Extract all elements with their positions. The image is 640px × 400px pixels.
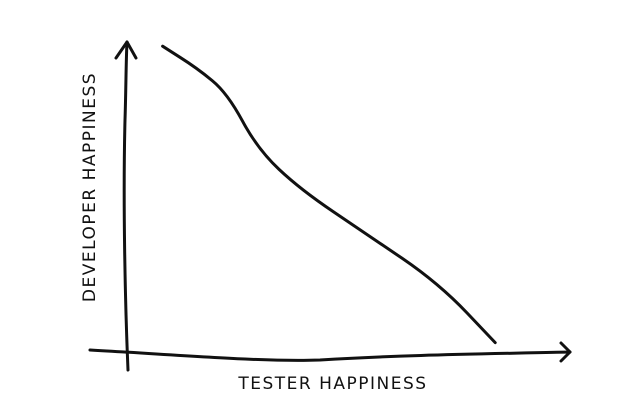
x-axis <box>88 348 572 362</box>
y-axis-arrowhead <box>114 40 138 60</box>
y-axis <box>122 40 130 372</box>
x-axis-label: TESTER HAPPINESS <box>237 374 427 394</box>
x-axis-arrowhead <box>559 341 572 363</box>
y-axis-label: DEVELOPER HAPPINESS <box>80 72 100 302</box>
series-line <box>161 44 497 345</box>
